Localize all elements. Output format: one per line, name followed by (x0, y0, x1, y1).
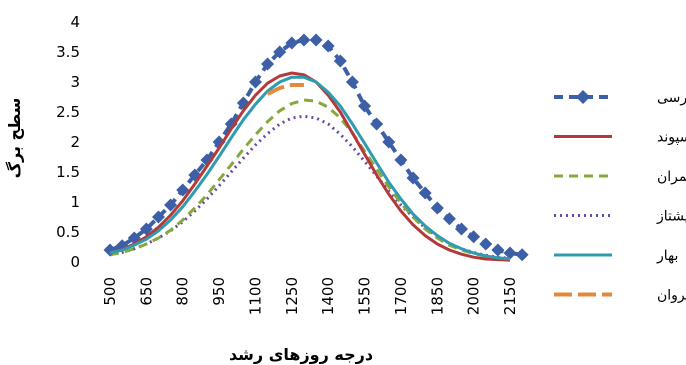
data-point-marker (479, 237, 493, 251)
legend-item: سپوند (554, 130, 686, 146)
data-point-marker (418, 186, 432, 200)
x-axis: 500 650 800 950 1100 1250 1400 1550 1700 1850 2000… (101, 277, 519, 315)
y-tick-label: 0.5 (56, 223, 80, 241)
series-layer (103, 33, 529, 262)
data-point-marker (491, 243, 505, 257)
y-axis: 0 0.5 1 1.5 2 2.5 3 3.5 4 (56, 13, 80, 271)
x-tick-label: 950 (210, 277, 228, 306)
data-point-marker (176, 183, 190, 197)
data-point-marker (273, 45, 287, 59)
legend-label: چمران (657, 169, 686, 185)
data-point-marker (285, 36, 299, 50)
y-tick-label: 3 (70, 73, 80, 91)
x-tick-label: 2150 (501, 277, 519, 315)
legend: پارسی سپوند چمران پیشتاز بهار سیروان (554, 90, 686, 304)
data-point-marker (151, 210, 165, 224)
legend-label: پیشتاز (656, 209, 686, 225)
data-point-marker (309, 33, 323, 47)
x-tick-label: 1850 (428, 277, 446, 315)
series-line (266, 83, 304, 96)
data-point-marker (467, 230, 481, 244)
legend-item: چمران (554, 169, 686, 185)
x-tick-label: 1250 (283, 277, 301, 315)
data-point-marker (406, 171, 420, 185)
data-point-marker (261, 57, 275, 71)
legend-label: پارسی (657, 90, 686, 106)
data-point-marker (503, 246, 517, 260)
series-line (109, 114, 511, 260)
series-line (109, 75, 511, 261)
x-tick-label: 650 (137, 277, 155, 306)
data-point-marker (382, 135, 396, 149)
x-tick-label: 800 (174, 277, 192, 306)
data-point-marker (358, 99, 372, 113)
data-point-marker (321, 39, 335, 53)
y-tick-label: 3.5 (56, 43, 80, 61)
y-tick-label: 4 (70, 13, 80, 31)
y-tick-label: 2 (70, 133, 80, 151)
data-point-marker (370, 117, 384, 131)
x-tick-label: 500 (101, 277, 119, 306)
y-tick-label: 1 (70, 193, 80, 211)
series-line (109, 38, 523, 257)
data-point-marker (297, 33, 311, 47)
legend-item: بهار (554, 248, 678, 264)
legend-item: پارسی (554, 90, 686, 106)
y-tick-label: 2.5 (56, 103, 80, 121)
x-tick-label: 2000 (465, 277, 483, 315)
data-point-marker (455, 222, 469, 236)
legend-label: سیروان (657, 288, 686, 304)
data-point-marker (139, 222, 153, 236)
x-tick-label: 1400 (319, 277, 337, 315)
legend-item: پیشتاز (554, 209, 686, 225)
legend-marker (576, 90, 590, 104)
legend-item: سیروان (554, 288, 686, 304)
data-point-marker (430, 201, 444, 215)
data-point-marker (394, 153, 408, 167)
data-point-marker (224, 117, 238, 131)
y-tick-label: 1.5 (56, 163, 80, 181)
data-point-marker (442, 212, 456, 226)
y-tick-label: 0 (70, 253, 80, 271)
data-point-marker (345, 75, 359, 89)
series-line (109, 98, 511, 261)
data-point-marker (515, 248, 529, 262)
data-point-marker (164, 198, 178, 212)
x-axis-title: درجه روزهای رشد (229, 345, 373, 364)
y-axis-title: سطح برگ (5, 98, 24, 179)
x-tick-label: 1550 (356, 277, 374, 315)
x-tick-label: 1700 (392, 277, 410, 315)
x-tick-label: 1100 (246, 277, 264, 315)
data-point-marker (248, 75, 262, 89)
legend-label: بهار (656, 248, 678, 264)
legend-label: سپوند (657, 130, 686, 146)
data-point-marker (333, 54, 347, 68)
